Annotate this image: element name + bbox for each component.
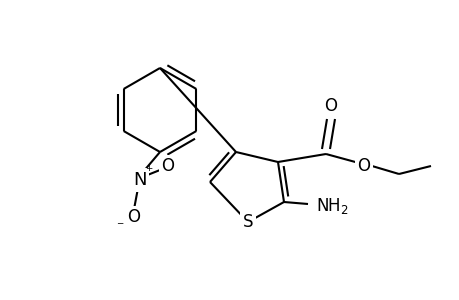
Text: $^-$: $^-$ <box>115 220 125 233</box>
Text: NH$_2$: NH$_2$ <box>315 196 348 216</box>
Text: O: O <box>357 157 369 175</box>
Text: O: O <box>127 208 140 226</box>
Text: O: O <box>161 157 174 175</box>
Text: N: N <box>133 171 146 189</box>
Text: $^+$: $^+$ <box>144 164 154 178</box>
Text: O: O <box>324 97 337 115</box>
Text: S: S <box>242 213 253 231</box>
